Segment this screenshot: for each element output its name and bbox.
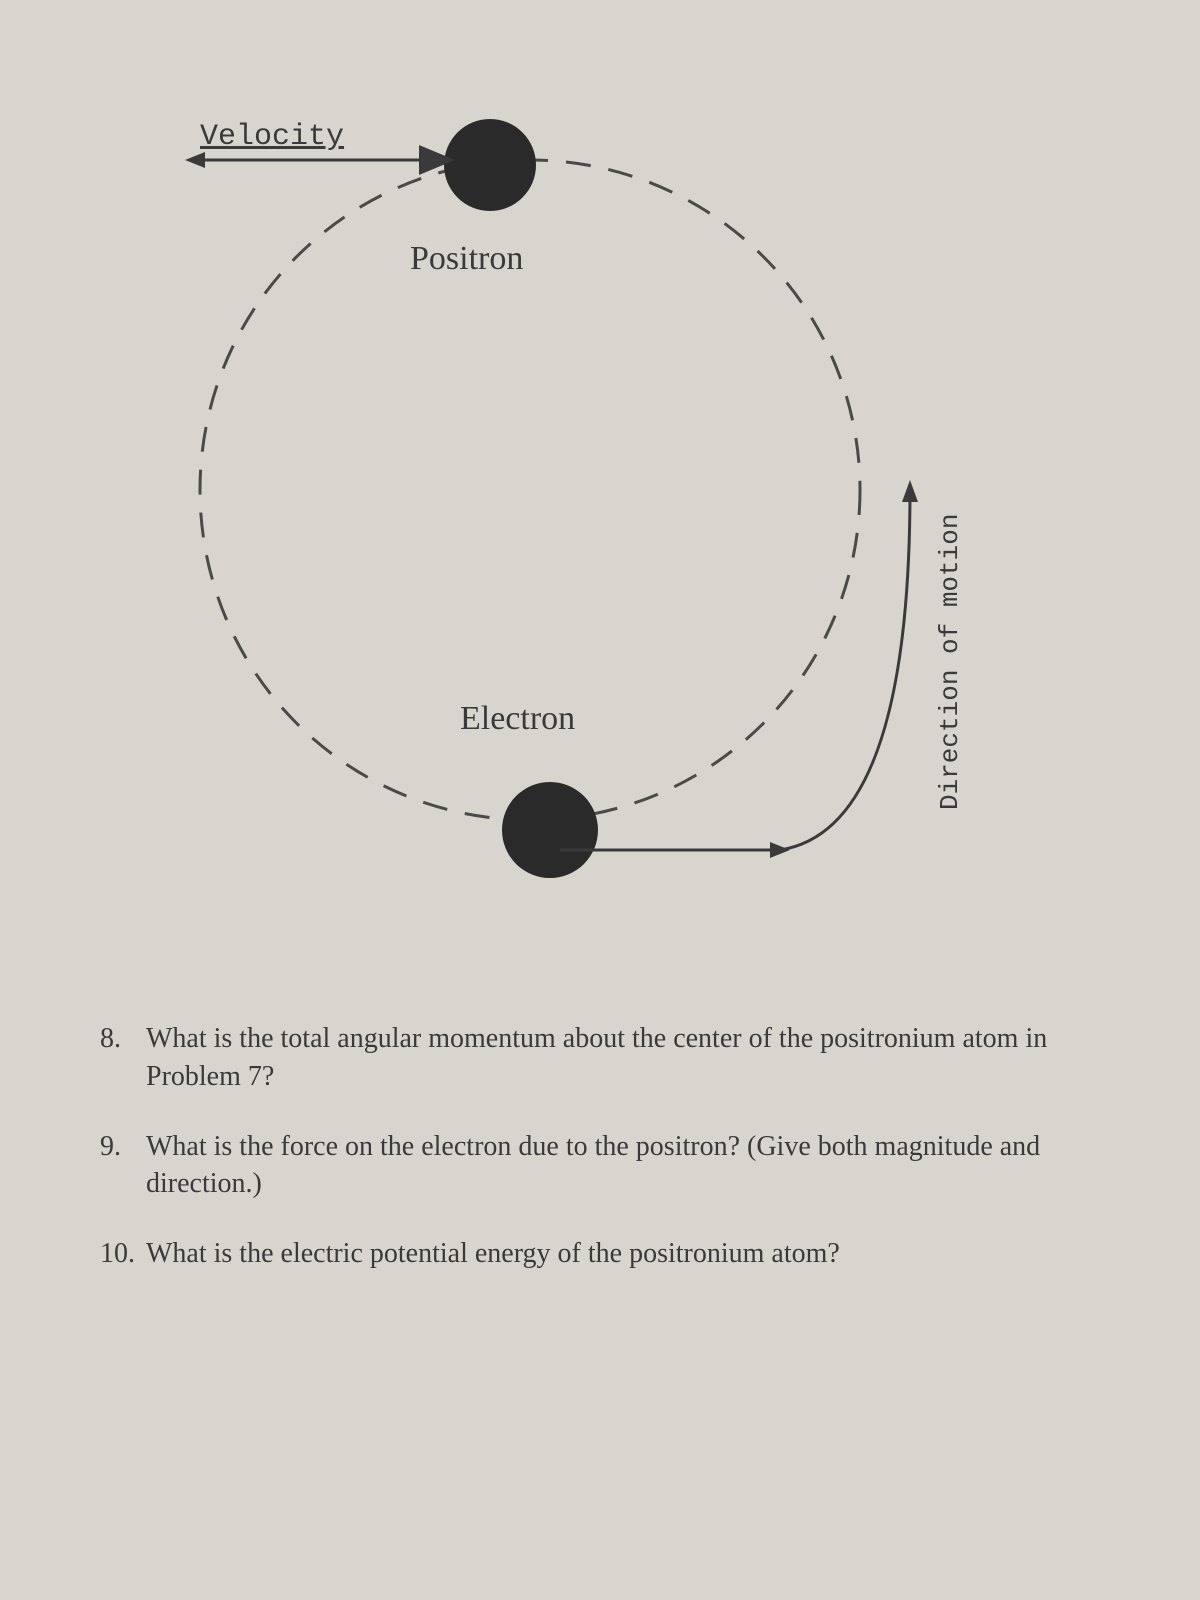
positron-label: Positron [410, 240, 523, 278]
questions-list: 8. What is the total angular momentum ab… [100, 1020, 1110, 1305]
page: Velocity Positron Electron Direction of … [0, 0, 1200, 1600]
question-text: What is the electric potential energy of… [146, 1235, 1110, 1273]
question-9: 9. What is the force on the electron due… [100, 1128, 1110, 1204]
motion-arrowhead-end [902, 480, 918, 502]
question-number: 10. [100, 1235, 146, 1273]
electron-label: Electron [460, 700, 575, 738]
direction-of-motion-label: Direction of motion [935, 514, 965, 810]
question-number: 9. [100, 1128, 146, 1204]
electron-particle [502, 782, 598, 878]
question-text: What is the force on the electron due to… [146, 1128, 1110, 1204]
velocity-label: Velocity [200, 120, 344, 154]
motion-arrow-curve [780, 490, 910, 850]
diagram-area: Velocity Positron Electron Direction of … [80, 40, 1120, 940]
question-8: 8. What is the total angular momentum ab… [100, 1020, 1110, 1096]
question-text: What is the total angular momentum about… [146, 1020, 1110, 1096]
question-number: 8. [100, 1020, 146, 1096]
question-10: 10. What is the electric potential energ… [100, 1235, 1110, 1273]
positron-particle [444, 119, 536, 211]
